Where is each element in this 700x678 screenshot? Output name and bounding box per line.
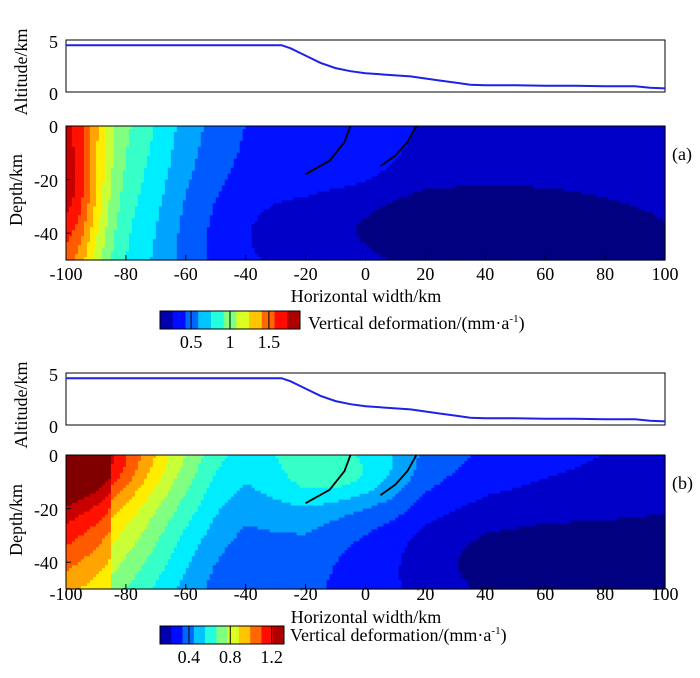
altitude-axes-a [66, 40, 665, 92]
heatmap-a [66, 126, 666, 261]
altitude-tick-a-0: 0 [49, 84, 58, 104]
altitude-label-a: Altitude/km [11, 29, 31, 116]
panel-a: 5 0 Altitude/km 0 -20 -40 Depth/km (a) -… [6, 29, 692, 353]
altitude-tick-a-5: 5 [49, 32, 58, 52]
figure: 5 0 Altitude/km 0 -20 -40 Depth/km (a) -… [0, 0, 700, 678]
